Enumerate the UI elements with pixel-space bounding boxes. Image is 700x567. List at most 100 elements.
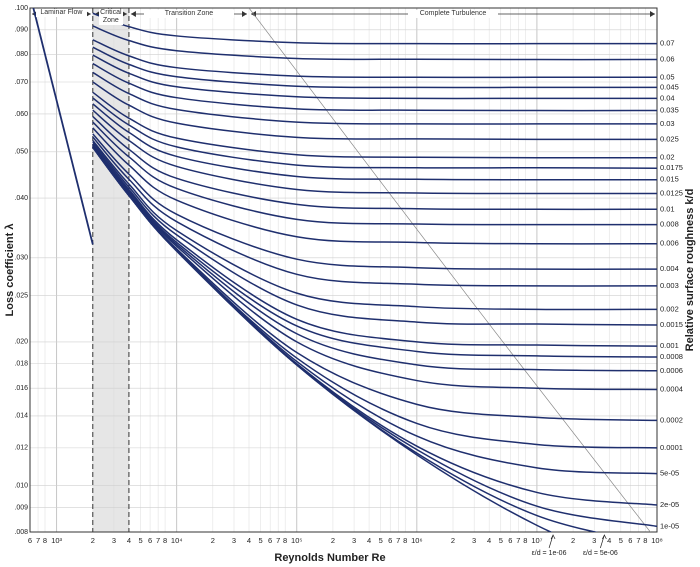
series-label: 0.05	[660, 72, 675, 81]
y-tick-label: .090	[14, 27, 28, 34]
x-tick-label: 4	[367, 536, 371, 545]
x-tick-label: 10⁷	[531, 536, 542, 545]
label-arrow	[548, 534, 556, 549]
x-tick-label: 7	[276, 536, 280, 545]
roughness-curve	[92, 46, 657, 89]
x-tick-label: 8	[643, 536, 647, 545]
series-label: 0.035	[660, 106, 679, 115]
roughness-curve	[92, 115, 657, 211]
x-tick-label: 4	[127, 536, 131, 545]
y-tick-label: .018	[14, 361, 28, 368]
y-tick-label: .080	[14, 51, 28, 58]
x-tick-label: 3	[112, 536, 116, 545]
plot-frame	[29, 7, 658, 533]
x-tick-label: 2	[331, 536, 335, 545]
series-label: 0.0001	[660, 443, 683, 452]
x-tick-label: 7	[396, 536, 400, 545]
roughness-curve	[92, 127, 657, 245]
x-tick-label: 3	[232, 536, 236, 545]
y-tick-label: .040	[14, 195, 28, 202]
series-label: 0.0006	[660, 366, 683, 375]
zone-label: Transition Zone	[143, 10, 234, 18]
x-tick-label: 8	[403, 536, 407, 545]
zone-label: Laminar Flow	[36, 9, 87, 17]
roughness-curve	[92, 133, 657, 271]
series-label: 0.0125	[660, 188, 683, 197]
x-tick-label: 8	[283, 536, 287, 545]
y-tick-label: .050	[14, 149, 28, 156]
x-tick-label: 2	[91, 536, 95, 545]
series-label: 0.002	[660, 304, 679, 313]
x-tick-label: 2	[451, 536, 455, 545]
roughness-curve	[92, 136, 657, 287]
series-label: 0.006	[660, 239, 679, 248]
x-tick-label: 6	[388, 536, 392, 545]
roughness-curve	[92, 141, 657, 326]
roughness-curve	[92, 81, 657, 141]
series-label: 0.025	[660, 134, 679, 143]
zone-label: Critical Zone	[98, 9, 123, 25]
series-label: 0.0002	[660, 415, 683, 424]
x-tick-label: 7	[156, 536, 160, 545]
x-tick-label: 7	[516, 536, 520, 545]
y-tick-label: .009	[14, 504, 28, 511]
roughness-curve	[92, 121, 657, 226]
x-tick-label: 5	[619, 536, 623, 545]
y-tick-label: .014	[14, 413, 28, 420]
x-tick-label: 5	[499, 536, 503, 545]
x-tick-label: 6	[148, 536, 152, 545]
y-tick-label: .008	[14, 529, 28, 536]
x-tick-label: 3	[592, 536, 596, 545]
series-label: ε/d = 1e-06	[532, 550, 567, 557]
series-label: 1e-05	[660, 521, 679, 530]
x-tick-label: 6	[268, 536, 272, 545]
roughness-curve	[92, 54, 657, 100]
roughness-curve	[92, 97, 657, 169]
roughness-curve	[92, 39, 657, 79]
series-label: 0.04	[660, 93, 675, 102]
x-tick-label: 5	[138, 536, 142, 545]
x-tick-label: 4	[247, 536, 251, 545]
roughness-curve	[92, 91, 657, 159]
series-label: 0.07	[660, 39, 675, 48]
x-tick-label: 4	[607, 536, 611, 545]
series-label: 2e-05	[660, 500, 679, 509]
x-tick-label: 2	[211, 536, 215, 545]
y-tick-label: .016	[14, 385, 28, 392]
x-tick-label: 6	[508, 536, 512, 545]
x-tick-label: 10⁸	[651, 536, 663, 545]
x-tick-label: 4	[487, 536, 491, 545]
x-tick-label: 8	[163, 536, 167, 545]
y-tick-label: .030	[14, 255, 28, 262]
y-tick-label: .020	[14, 339, 28, 346]
critical-zone	[92, 8, 129, 532]
x-tick-label: 8	[523, 536, 527, 545]
series-label: 0.015	[660, 175, 679, 184]
x-tick-label: 6	[28, 536, 32, 545]
series-label: 0.03	[660, 119, 675, 128]
x-tick-label: 8	[43, 536, 47, 545]
x-tick-label: 7	[636, 536, 640, 545]
series-label: 0.0008	[660, 352, 683, 361]
roughness-curve	[92, 146, 657, 528]
y-tick-label: .070	[14, 79, 28, 86]
x-tick-label: 10⁴	[171, 536, 183, 545]
roughness-curve	[92, 145, 657, 391]
series-label: 0.01	[660, 204, 675, 213]
x-tick-label: 3	[472, 536, 476, 545]
y-tick-label: .010	[14, 483, 28, 490]
plot-area	[32, 8, 657, 532]
x-tick-label: 10³	[51, 536, 62, 545]
roughness-curve	[92, 62, 657, 112]
y-tick-label: .100	[14, 5, 28, 12]
zone-label: Complete Turbulence	[408, 10, 498, 18]
series-label: 0.0015	[660, 320, 683, 329]
y-tick-label: .025	[14, 292, 28, 299]
series-label: 0.0175	[660, 163, 683, 172]
x-tick-label: 5	[379, 536, 383, 545]
y-tick-label: .012	[14, 445, 28, 452]
series-label: ε/d = 5e-06	[583, 550, 618, 557]
roughness-curve	[92, 12, 657, 45]
